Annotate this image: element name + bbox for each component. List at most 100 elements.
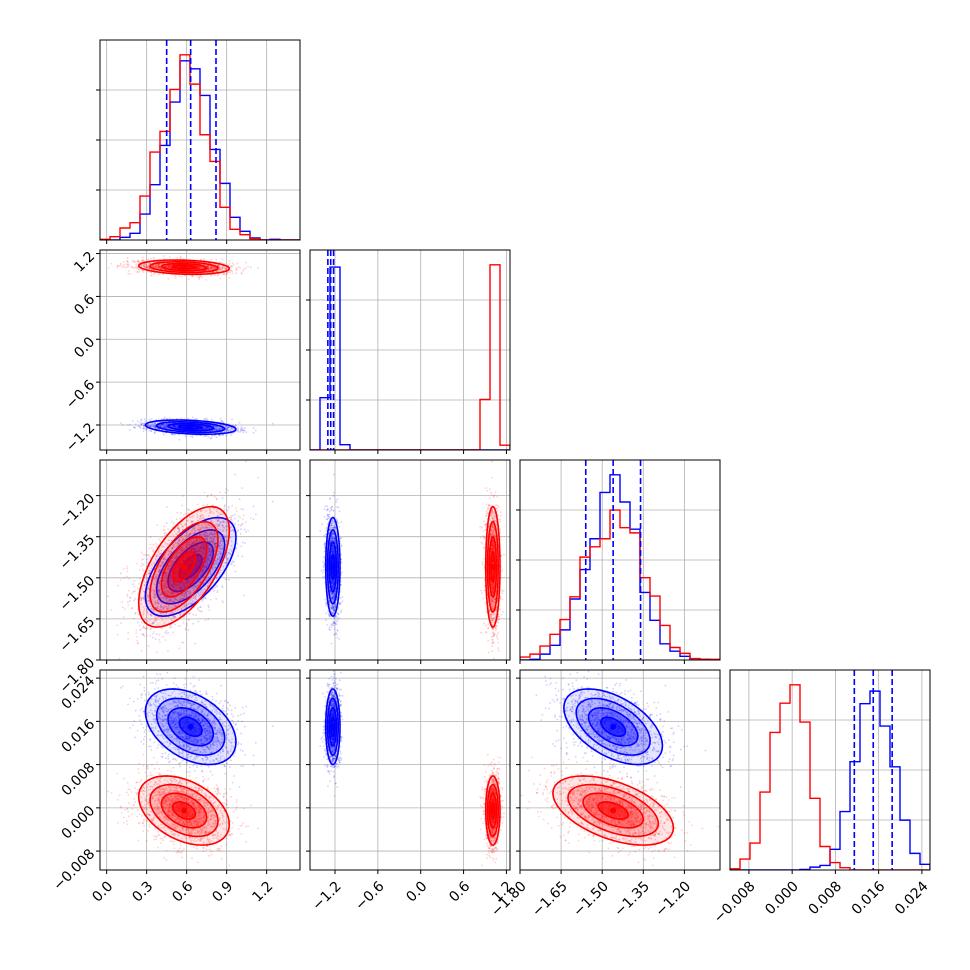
- sample-point: [216, 429, 218, 431]
- sample-point: [176, 531, 179, 534]
- sample-point: [196, 607, 199, 610]
- sample-point: [231, 560, 234, 563]
- sample-point: [185, 520, 188, 522]
- sample-point: [212, 267, 215, 269]
- sample-point: [152, 265, 155, 268]
- sample-point: [147, 587, 149, 590]
- sample-point: [224, 266, 226, 269]
- sample-point: [152, 543, 155, 546]
- sample-point: [238, 498, 241, 501]
- sample-point: [219, 491, 221, 494]
- sample-point: [133, 579, 136, 582]
- sample-point: [137, 267, 140, 270]
- sample-point: [212, 588, 214, 591]
- sample-point: [221, 544, 223, 547]
- sample-point: [127, 272, 130, 275]
- sample-point: [216, 274, 219, 277]
- sample-point: [227, 557, 230, 560]
- sample-point: [208, 559, 211, 562]
- sample-point: [165, 632, 168, 635]
- sample-point: [214, 427, 217, 430]
- sample-point: [165, 425, 167, 428]
- sample-point: [206, 585, 209, 587]
- sample-point: [202, 543, 205, 546]
- sample-point: [171, 584, 174, 586]
- sample-point: [204, 427, 207, 429]
- sample-point: [189, 599, 192, 601]
- sample-point: [191, 546, 194, 549]
- sample-point: [213, 542, 216, 545]
- sample-point: [173, 605, 176, 608]
- sample-point: [223, 507, 226, 510]
- sample-point: [175, 557, 177, 560]
- sample-point: [165, 577, 168, 580]
- sample-point: [158, 266, 160, 269]
- sample-point: [210, 434, 213, 437]
- sample-point: [169, 625, 172, 627]
- sample-point: [209, 437, 212, 440]
- sample-point: [205, 427, 208, 430]
- sample-point: [167, 553, 170, 555]
- sample-point: [170, 583, 173, 586]
- sample-point: [148, 267, 151, 270]
- sample-point: [190, 510, 192, 513]
- sample-point: [212, 537, 215, 540]
- sample-point: [234, 473, 237, 476]
- sample-point: [206, 426, 209, 429]
- sample-point: [184, 546, 187, 548]
- sample-point: [158, 553, 161, 556]
- sample-point: [176, 424, 178, 427]
- sample-point: [210, 418, 213, 421]
- sample-point: [167, 539, 170, 542]
- sample-point: [165, 425, 168, 428]
- sample-point: [169, 581, 172, 584]
- sample-point: [215, 425, 218, 428]
- sample-point: [151, 622, 153, 625]
- sample-point: [179, 614, 181, 616]
- sample-point: [189, 532, 192, 535]
- sample-point: [175, 586, 177, 589]
- sample-point: [162, 587, 165, 590]
- sample-point: [157, 549, 160, 552]
- sample-point: [218, 524, 221, 527]
- sample-point: [157, 599, 159, 602]
- sample-point: [192, 541, 195, 544]
- sample-point: [196, 267, 199, 270]
- sample-point: [238, 421, 241, 424]
- sample-point: [212, 538, 215, 541]
- sample-point: [225, 529, 228, 532]
- sample-point: [218, 556, 221, 559]
- sample-point: [145, 263, 148, 266]
- sample-point: [210, 551, 212, 554]
- sample-point: [199, 539, 201, 542]
- sample-point: [147, 258, 149, 261]
- sample-point: [160, 267, 162, 270]
- sample-point: [225, 539, 228, 542]
- sample-point: [127, 261, 130, 264]
- sample-point: [184, 585, 187, 588]
- sample-point: [242, 508, 245, 511]
- sample-point: [202, 427, 205, 430]
- sample-point: [198, 549, 201, 552]
- sample-point: [214, 425, 217, 428]
- sample-point: [218, 547, 221, 549]
- sample-point: [237, 429, 240, 432]
- sample-point: [151, 622, 154, 625]
- sample-point: [190, 579, 193, 582]
- sample-point: [230, 269, 233, 272]
- sample-point: [154, 426, 157, 428]
- sample-point: [192, 575, 195, 578]
- sample-point: [146, 266, 148, 269]
- sample-point: [217, 428, 220, 431]
- sample-point: [221, 525, 224, 528]
- sample-point: [183, 582, 185, 585]
- sample-point: [170, 265, 173, 268]
- sample-point: [176, 256, 179, 259]
- sample-point: [196, 519, 199, 522]
- sample-point: [241, 429, 244, 431]
- sample-point: [193, 575, 196, 578]
- sample-point: [240, 272, 243, 274]
- sample-point: [173, 426, 176, 428]
- sample-point: [142, 427, 145, 430]
- sample-point: [164, 426, 166, 429]
